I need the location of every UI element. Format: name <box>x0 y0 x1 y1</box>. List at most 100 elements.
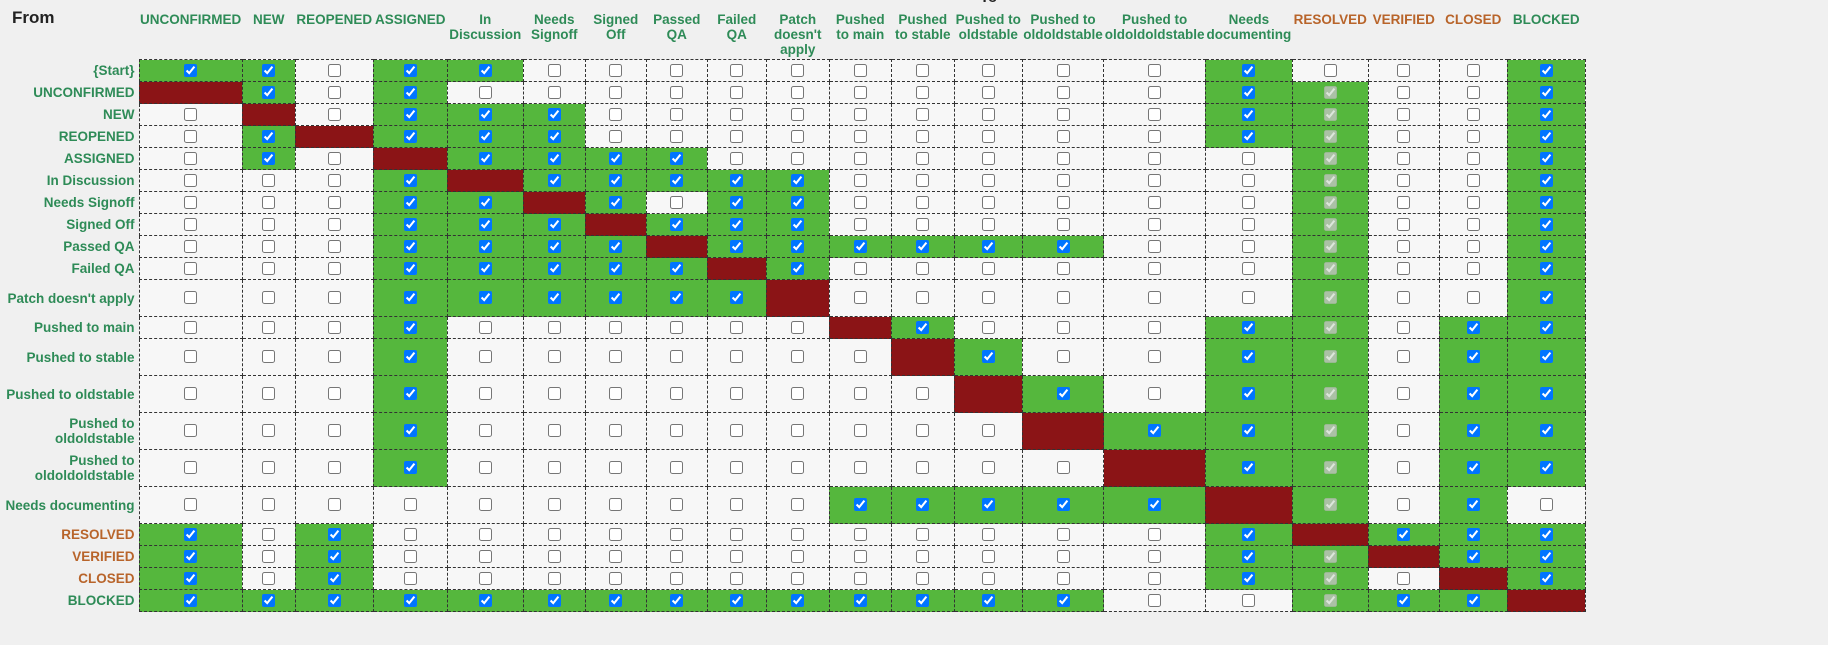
transition-checkbox[interactable] <box>730 195 744 209</box>
transition-checkbox[interactable] <box>547 498 561 512</box>
transition-checkbox[interactable] <box>1466 291 1480 305</box>
transition-checkbox[interactable] <box>1397 239 1411 253</box>
transition-checkbox[interactable] <box>478 129 492 143</box>
transition-checkbox[interactable] <box>1397 424 1411 438</box>
transition-checkbox[interactable] <box>853 195 867 209</box>
transition-checkbox[interactable] <box>1242 320 1256 334</box>
transition-checkbox[interactable] <box>981 350 995 364</box>
transition-checkbox[interactable] <box>853 549 867 563</box>
transition-checkbox[interactable] <box>1466 261 1480 275</box>
transition-checkbox[interactable] <box>547 151 561 165</box>
transition-checkbox[interactable] <box>262 387 276 401</box>
transition-checkbox[interactable] <box>670 151 684 165</box>
transition-checkbox[interactable] <box>730 151 744 165</box>
transition-checkbox[interactable] <box>609 151 623 165</box>
transition-checkbox[interactable] <box>327 85 341 99</box>
transition-checkbox[interactable] <box>670 85 684 99</box>
transition-checkbox[interactable] <box>478 261 492 275</box>
transition-checkbox[interactable] <box>916 424 930 438</box>
transition-checkbox[interactable] <box>1242 173 1256 187</box>
transition-checkbox[interactable] <box>1242 350 1256 364</box>
transition-checkbox[interactable] <box>1242 461 1256 475</box>
transition-checkbox[interactable] <box>609 173 623 187</box>
transition-checkbox[interactable] <box>916 498 930 512</box>
transition-checkbox[interactable] <box>184 107 198 121</box>
transition-checkbox[interactable] <box>1466 593 1480 607</box>
transition-checkbox[interactable] <box>478 320 492 334</box>
transition-checkbox[interactable] <box>1539 239 1553 253</box>
transition-checkbox[interactable] <box>184 350 198 364</box>
transition-checkbox[interactable] <box>609 195 623 209</box>
transition-checkbox[interactable] <box>853 107 867 121</box>
transition-checkbox[interactable] <box>403 217 417 231</box>
transition-checkbox[interactable] <box>609 261 623 275</box>
transition-checkbox[interactable] <box>1466 63 1480 77</box>
transition-checkbox[interactable] <box>1056 85 1070 99</box>
transition-checkbox[interactable] <box>1148 571 1162 585</box>
transition-checkbox[interactable] <box>609 239 623 253</box>
transition-checkbox[interactable] <box>327 350 341 364</box>
transition-checkbox[interactable] <box>262 291 276 305</box>
transition-checkbox[interactable] <box>791 549 805 563</box>
transition-checkbox[interactable] <box>730 85 744 99</box>
transition-checkbox[interactable] <box>853 593 867 607</box>
transition-checkbox[interactable] <box>184 239 198 253</box>
transition-checkbox[interactable] <box>1466 387 1480 401</box>
transition-checkbox[interactable] <box>327 291 341 305</box>
transition-checkbox[interactable] <box>670 527 684 541</box>
transition-checkbox[interactable] <box>262 320 276 334</box>
transition-checkbox[interactable] <box>609 291 623 305</box>
transition-checkbox[interactable] <box>262 151 276 165</box>
transition-checkbox[interactable] <box>1056 151 1070 165</box>
transition-checkbox[interactable] <box>1539 107 1553 121</box>
transition-checkbox[interactable] <box>1539 571 1553 585</box>
transition-checkbox[interactable] <box>670 107 684 121</box>
transition-checkbox[interactable] <box>670 63 684 77</box>
transition-checkbox[interactable] <box>730 320 744 334</box>
transition-checkbox[interactable] <box>184 593 198 607</box>
transition-checkbox[interactable] <box>1397 195 1411 209</box>
transition-checkbox[interactable] <box>1397 498 1411 512</box>
transition-checkbox[interactable] <box>547 320 561 334</box>
transition-checkbox[interactable] <box>327 424 341 438</box>
transition-checkbox[interactable] <box>327 527 341 541</box>
transition-checkbox[interactable] <box>1466 151 1480 165</box>
transition-checkbox[interactable] <box>403 261 417 275</box>
transition-checkbox[interactable] <box>1466 129 1480 143</box>
transition-checkbox[interactable] <box>403 291 417 305</box>
transition-checkbox[interactable] <box>1056 593 1070 607</box>
transition-checkbox[interactable] <box>1242 387 1256 401</box>
transition-checkbox[interactable] <box>547 173 561 187</box>
transition-checkbox[interactable] <box>547 291 561 305</box>
transition-checkbox[interactable] <box>853 498 867 512</box>
transition-checkbox[interactable] <box>403 498 417 512</box>
transition-checkbox[interactable] <box>262 129 276 143</box>
transition-checkbox[interactable] <box>1242 151 1256 165</box>
transition-checkbox[interactable] <box>730 173 744 187</box>
transition-checkbox[interactable] <box>981 195 995 209</box>
transition-checkbox[interactable] <box>478 63 492 77</box>
transition-checkbox[interactable] <box>853 85 867 99</box>
transition-checkbox[interactable] <box>1466 85 1480 99</box>
transition-checkbox[interactable] <box>981 320 995 334</box>
transition-checkbox[interactable] <box>1056 350 1070 364</box>
transition-checkbox[interactable] <box>1056 217 1070 231</box>
transition-checkbox[interactable] <box>916 320 930 334</box>
transition-checkbox[interactable] <box>327 387 341 401</box>
transition-checkbox[interactable] <box>478 461 492 475</box>
transition-checkbox[interactable] <box>730 129 744 143</box>
transition-checkbox[interactable] <box>1539 291 1553 305</box>
transition-checkbox[interactable] <box>916 571 930 585</box>
transition-checkbox[interactable] <box>1539 549 1553 563</box>
transition-checkbox[interactable] <box>184 195 198 209</box>
transition-checkbox[interactable] <box>670 261 684 275</box>
transition-checkbox[interactable] <box>1242 85 1256 99</box>
transition-checkbox[interactable] <box>327 173 341 187</box>
transition-checkbox[interactable] <box>1539 151 1553 165</box>
transition-checkbox[interactable] <box>791 63 805 77</box>
transition-checkbox[interactable] <box>670 424 684 438</box>
transition-checkbox[interactable] <box>1539 261 1553 275</box>
transition-checkbox[interactable] <box>327 217 341 231</box>
transition-checkbox[interactable] <box>547 261 561 275</box>
transition-checkbox[interactable] <box>1056 129 1070 143</box>
